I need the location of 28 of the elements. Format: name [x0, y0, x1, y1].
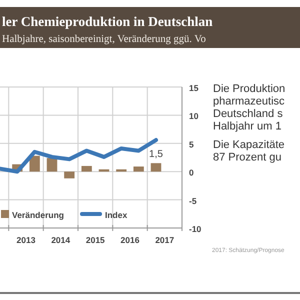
bar	[29, 156, 40, 172]
x-tick-label: 2014	[51, 235, 70, 245]
text: pharmazeutisc	[213, 96, 286, 108]
x-tick-label: 2015	[86, 235, 106, 245]
text: Halbjahr um 1	[213, 120, 282, 132]
x-tick-label: 2013	[16, 235, 36, 245]
y-tick-label: -10	[189, 224, 202, 234]
x-tick-label: 2017	[155, 235, 174, 245]
bar	[133, 166, 144, 172]
text: Die Produktion	[213, 83, 286, 95]
bar	[150, 163, 162, 172]
y-tick-label: -5	[189, 196, 197, 206]
legend-label: Veränderung	[12, 210, 64, 220]
y-tick-label: 0	[189, 168, 194, 178]
text: Die Kapazitäte	[213, 139, 285, 151]
y-tick-label: 15	[189, 83, 199, 93]
chart-subtitle: Halbjahre, saisonbereinigt, Veränderung ggü. Vo	[2, 34, 206, 45]
bar	[46, 158, 58, 172]
chart-title: ler Chemieproduktion in Deutschlan	[2, 14, 214, 29]
y-tick-label: 10	[189, 111, 199, 122]
text: 87 Prozent gu	[213, 152, 282, 164]
bar	[81, 166, 92, 172]
data-label: 1,5	[149, 149, 164, 160]
text: Deutschland s	[213, 108, 284, 120]
bar	[64, 172, 75, 178]
x-tick-label: 2016	[120, 235, 140, 245]
legend-label: Index	[105, 210, 128, 220]
y-tick-label: 5	[189, 139, 194, 150]
